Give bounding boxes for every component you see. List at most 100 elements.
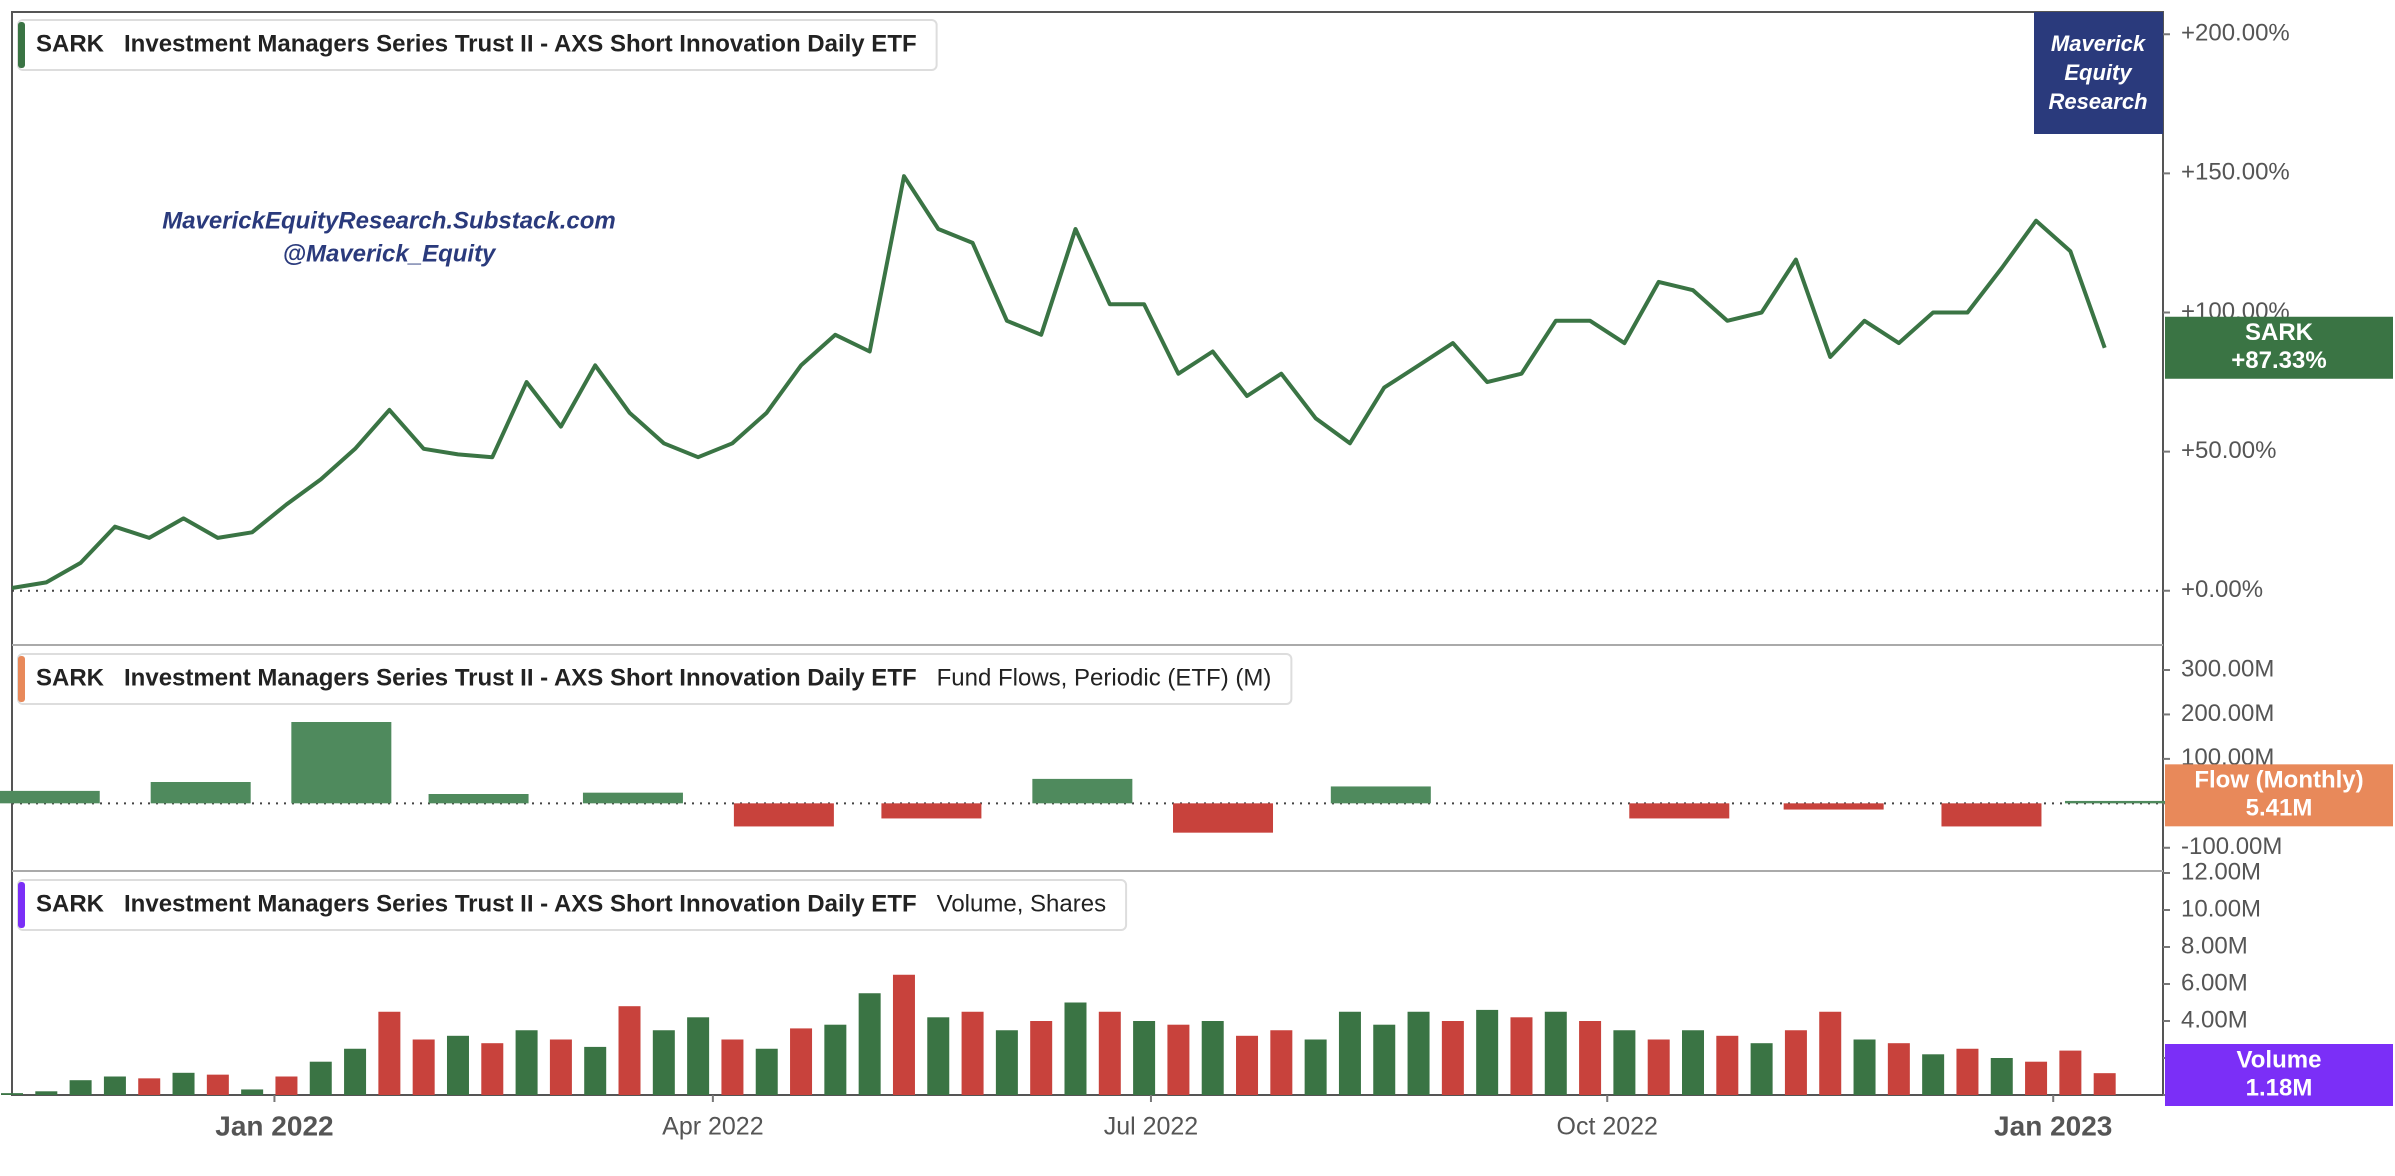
volume-bar [378,1011,401,1095]
volume-bar [1544,1011,1567,1095]
volume-bar [858,993,881,1095]
volume-bar [69,1080,92,1095]
flow-bar [881,803,982,819]
flow-bar [1032,778,1133,804]
volume-bar [1922,1054,1945,1095]
y-tick-label: 6.00M [2181,969,2248,996]
volume-bar [241,1089,264,1095]
volume-bar [1441,1021,1464,1095]
logo-text: Maverick [2051,31,2147,56]
volume-bar [995,1030,1018,1095]
volume-bar [138,1078,161,1095]
volume-bar [309,1061,332,1095]
flow-bar [582,792,683,804]
legend-subtitle: Fund Flows, Periodic (ETF) (M) [937,664,1272,691]
volume-bar [1064,1002,1087,1095]
volume-bar [1613,1030,1636,1095]
volume-bar [2025,1061,2048,1095]
volume-bar [1167,1024,1190,1095]
logo-text: Equity [2064,60,2133,85]
volume-bar [618,1006,641,1095]
volume-bar [1956,1048,1979,1095]
legend-subtitle: Volume, Shares [937,890,1106,917]
volume-bar [206,1074,229,1095]
volume-bar [1373,1024,1396,1095]
x-tick-label: Jan 2022 [215,1110,333,1141]
volume-bar [103,1076,126,1095]
volume-bar [1647,1039,1670,1095]
legend-symbol: SARK [36,890,105,917]
volume-bar [1476,1009,1499,1095]
volume-bar [1338,1011,1361,1095]
flow-bar [1941,803,2042,827]
flow-bar [1330,786,1431,804]
volume-bar [2093,1073,2116,1095]
y-tick-label: 8.00M [2181,932,2248,959]
x-tick-label: Jul 2022 [1104,1113,1199,1141]
volume-bar [790,1028,813,1095]
flow-bar [0,790,100,804]
volume-bar [1819,1011,1842,1095]
volume-bar [927,1017,950,1095]
volume-bar [549,1039,572,1095]
volume-bar [1990,1058,2013,1095]
y-tick-label: 12.00M [2181,858,2261,885]
flow-bar [733,803,834,827]
volume-bar [584,1046,607,1095]
price-badge [2165,1044,2393,1106]
volume-bar [1201,1021,1224,1095]
badge-name: Flow (Monthly) [2194,767,2363,794]
volume-bar [1,1093,23,1095]
volume-bar [1133,1021,1156,1095]
price-badge [2165,764,2393,827]
volume-bar [687,1017,710,1095]
volume-bar [446,1035,469,1095]
y-tick-label: +0.00% [2181,576,2263,603]
volume-bar [1579,1021,1602,1095]
legend-name: Investment Managers Series Trust II - AX… [124,30,917,57]
volume-bar [1236,1035,1259,1095]
legend-name: Investment Managers Series Trust II - AX… [124,664,917,691]
logo-text: Research [2048,89,2147,114]
volume-bar [1853,1039,1876,1095]
badge-name: SARK [2245,319,2314,346]
volume-bar [35,1091,58,1095]
legend-symbol: SARK [36,664,105,691]
volume-bar [412,1039,435,1095]
watermark: @Maverick_Equity [283,240,497,267]
flow-bar [428,794,529,804]
x-tick-label: Oct 2022 [1557,1113,1658,1141]
volume-bar [652,1030,675,1095]
y-tick-label: 300.00M [2181,655,2274,682]
y-tick-label: 200.00M [2181,700,2274,727]
y-tick-label: +200.00% [2181,20,2290,47]
flow-bar [1783,803,1884,810]
legend-swatch [18,882,25,928]
legend-swatch [18,22,25,68]
volume-bar [481,1043,504,1095]
badge-value: +87.33% [2231,347,2326,374]
volume-bar [1304,1039,1327,1095]
volume-bar [824,1024,847,1095]
x-tick-label: Jan 2023 [1994,1110,2112,1141]
watermark: MaverickEquityResearch.Substack.com [162,207,616,234]
flow-bar [291,722,392,804]
plot-frame [11,11,2164,1096]
volume-bar [892,974,915,1095]
y-tick-label: -100.00M [2181,833,2282,860]
legend-name: Investment Managers Series Trust II - AX… [124,890,917,917]
y-tick-label: +150.00% [2181,159,2290,186]
volume-bar [1270,1030,1293,1095]
y-tick-label: +50.00% [2181,437,2276,464]
volume-bar [755,1048,778,1095]
volume-bar [1887,1043,1910,1095]
y-tick-label: 4.00M [2181,1006,2248,1033]
volume-bar [1682,1030,1705,1095]
x-tick-label: Apr 2022 [662,1113,763,1141]
legend-swatch [18,656,25,702]
flow-bar [1629,803,1730,819]
legend-symbol: SARK [36,30,105,57]
volume-bar [2059,1050,2082,1095]
volume-bar [721,1039,744,1095]
volume-bar [1030,1021,1053,1095]
